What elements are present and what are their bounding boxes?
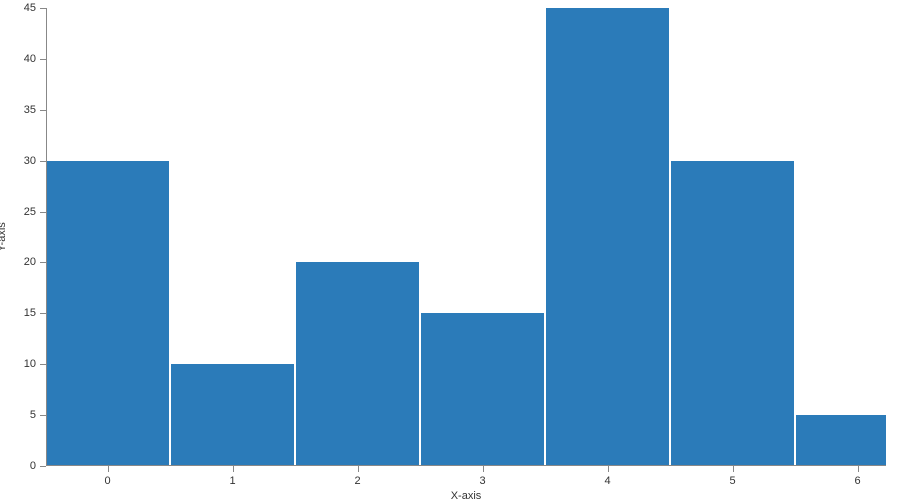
y-tick-mark — [40, 415, 46, 416]
y-tick-mark — [40, 313, 46, 314]
bar — [171, 364, 294, 466]
y-tick-label: 40 — [24, 53, 36, 65]
bar — [421, 313, 544, 466]
y-tick-label: 10 — [24, 358, 36, 370]
y-tick-mark — [40, 161, 46, 162]
y-axis-line — [46, 8, 47, 466]
y-tick-label: 0 — [30, 460, 36, 472]
x-tick-label: 5 — [729, 475, 735, 487]
x-tick-label: 3 — [479, 475, 485, 487]
x-tick-label: 1 — [229, 475, 235, 487]
x-tick-label: 6 — [854, 475, 860, 487]
bar — [671, 161, 794, 466]
y-tick-label: 20 — [24, 256, 36, 268]
x-axis-title: X-axis — [451, 490, 482, 502]
x-tick-mark — [233, 466, 234, 472]
x-axis-line — [46, 465, 886, 466]
x-tick-label: 0 — [104, 475, 110, 487]
x-tick-mark — [733, 466, 734, 472]
bar-chart: 0510152025303540450123456 Y-axis X-axis — [0, 0, 906, 504]
y-tick-label: 35 — [24, 104, 36, 116]
x-tick-mark — [608, 466, 609, 472]
y-tick-mark — [40, 262, 46, 263]
x-tick-label: 4 — [604, 475, 610, 487]
y-axis-title: Y-axis — [0, 222, 8, 252]
y-tick-mark — [40, 364, 46, 365]
y-tick-mark — [40, 466, 46, 467]
x-tick-mark — [483, 466, 484, 472]
x-tick-label: 2 — [354, 475, 360, 487]
x-tick-mark — [358, 466, 359, 472]
y-tick-label: 15 — [24, 307, 36, 319]
bar — [46, 161, 169, 466]
y-tick-label: 5 — [30, 409, 36, 421]
y-tick-mark — [40, 212, 46, 213]
y-tick-label: 45 — [24, 2, 36, 14]
y-tick-mark — [40, 59, 46, 60]
y-tick-mark — [40, 110, 46, 111]
y-tick-label: 25 — [24, 206, 36, 218]
bar — [546, 8, 669, 466]
bar — [796, 415, 886, 466]
x-tick-mark — [858, 466, 859, 472]
y-tick-label: 30 — [24, 155, 36, 167]
y-tick-mark — [40, 8, 46, 9]
bar — [296, 262, 419, 466]
x-tick-mark — [108, 466, 109, 472]
plot-area: 0510152025303540450123456 — [46, 8, 886, 466]
